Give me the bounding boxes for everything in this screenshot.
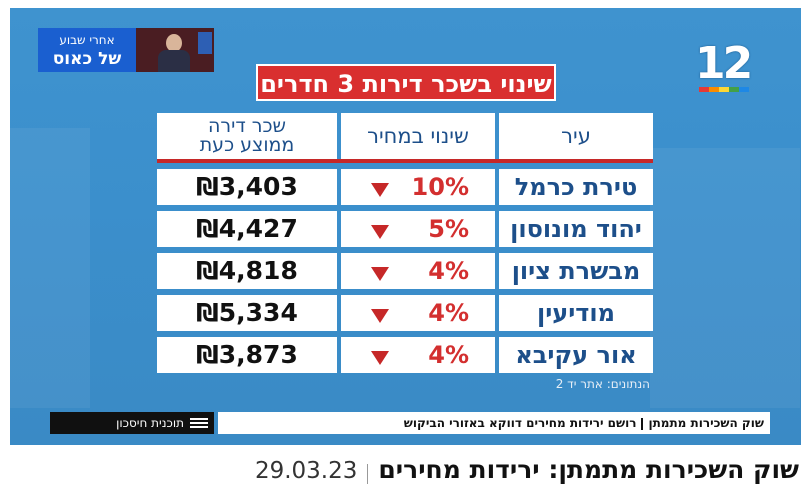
headline-date: 29.03.23: [254, 458, 358, 484]
table-row: טירת כרמל 10% ₪3,403: [157, 169, 653, 205]
inset-caption: אחרי שבוע של כאוס: [38, 28, 136, 72]
graphic-title: שינוי בשכר דירות 3 חדרים: [256, 64, 556, 101]
program-label-box: תוכנית חיסכון: [50, 412, 214, 434]
change-cell: 10%: [341, 169, 495, 205]
down-triangle-icon: [371, 183, 389, 197]
change-value: 10%: [411, 173, 469, 201]
change-cell: 4%: [341, 337, 495, 373]
table-row: יהוד מונוסון 5% ₪4,427: [157, 211, 653, 247]
inset-video-box: אחרי שבוע של כאוס: [38, 28, 214, 72]
header-divider: [157, 159, 653, 163]
rent-cell: ₪4,427: [157, 211, 337, 247]
news-ticker: תוכנית חיסכון שוק השכירות מתמתן רושם יריד…: [50, 412, 770, 434]
change-value: 4%: [428, 299, 469, 327]
header-city: עיר: [499, 113, 653, 159]
change-cell: 4%: [341, 295, 495, 331]
channel-logo-number: 12: [695, 38, 753, 89]
city-cell: יהוד מונוסון: [499, 211, 653, 247]
change-value: 4%: [428, 341, 469, 369]
down-triangle-icon: [371, 309, 389, 323]
rent-cell: ₪3,403: [157, 169, 337, 205]
header-change: שינוי במחיר: [341, 113, 495, 159]
channel-logo: 12: [695, 42, 753, 92]
table-row: מבשרת ציון 4% ₪4,818: [157, 253, 653, 289]
ticker-text: רושם ירידות מחירים דווקא באזורי הביקוש: [403, 416, 637, 430]
background-building: [10, 128, 90, 408]
header-rent: שכר דירה ממוצע כעת: [157, 113, 337, 159]
change-value: 4%: [428, 257, 469, 285]
channel-logo-stripe: [699, 87, 749, 92]
city-cell: מבשרת ציון: [499, 253, 653, 289]
flag-icon: [198, 32, 212, 54]
rent-cell: ₪4,818: [157, 253, 337, 289]
change-value: 5%: [428, 215, 469, 243]
program-label: תוכנית חיסכון: [116, 416, 184, 430]
table-row: מודיעין 4% ₪5,334: [157, 295, 653, 331]
person-body: [158, 50, 190, 72]
inset-video-thumbnail: [136, 28, 214, 72]
headline-text: שוק השכירות מתמתן: ירידות מחירים: [378, 455, 799, 484]
person-head: [166, 34, 182, 52]
header-rent-line1: שכר דירה: [207, 115, 287, 137]
ticker-text-box: שוק השכירות מתמתן רושם ירידות מחירים דווק…: [218, 412, 770, 434]
city-cell: אור עקיבא: [499, 337, 653, 373]
ticker-separator: [641, 417, 644, 430]
inset-caption-line1: אחרי שבוע: [59, 33, 115, 47]
article-headline: שוק השכירות מתמתן: ירידות מחירים 29.03.23: [255, 455, 799, 489]
headline-separator: [367, 463, 369, 484]
ticker-segment: שוק השכירות מתמתן: [648, 416, 764, 430]
change-cell: 4%: [341, 253, 495, 289]
table-row: אור עקיבא 4% ₪3,873: [157, 337, 653, 373]
menu-icon: [190, 418, 208, 428]
city-cell: טירת כרמל: [499, 169, 653, 205]
down-triangle-icon: [371, 351, 389, 365]
city-cell: מודיעין: [499, 295, 653, 331]
rent-cell: ₪3,873: [157, 337, 337, 373]
down-triangle-icon: [371, 225, 389, 239]
data-source-note: הנתונים: אתר יד 2: [555, 377, 650, 391]
down-triangle-icon: [371, 267, 389, 281]
background-building: [650, 148, 800, 408]
video-frame: אחרי שבוע של כאוס 12 שינוי בשכר דירות 3 …: [10, 8, 801, 445]
rent-cell: ₪5,334: [157, 295, 337, 331]
inset-caption-line2: של כאוס: [52, 49, 122, 69]
header-rent-line2: ממוצע כעת: [199, 134, 295, 156]
change-cell: 5%: [341, 211, 495, 247]
